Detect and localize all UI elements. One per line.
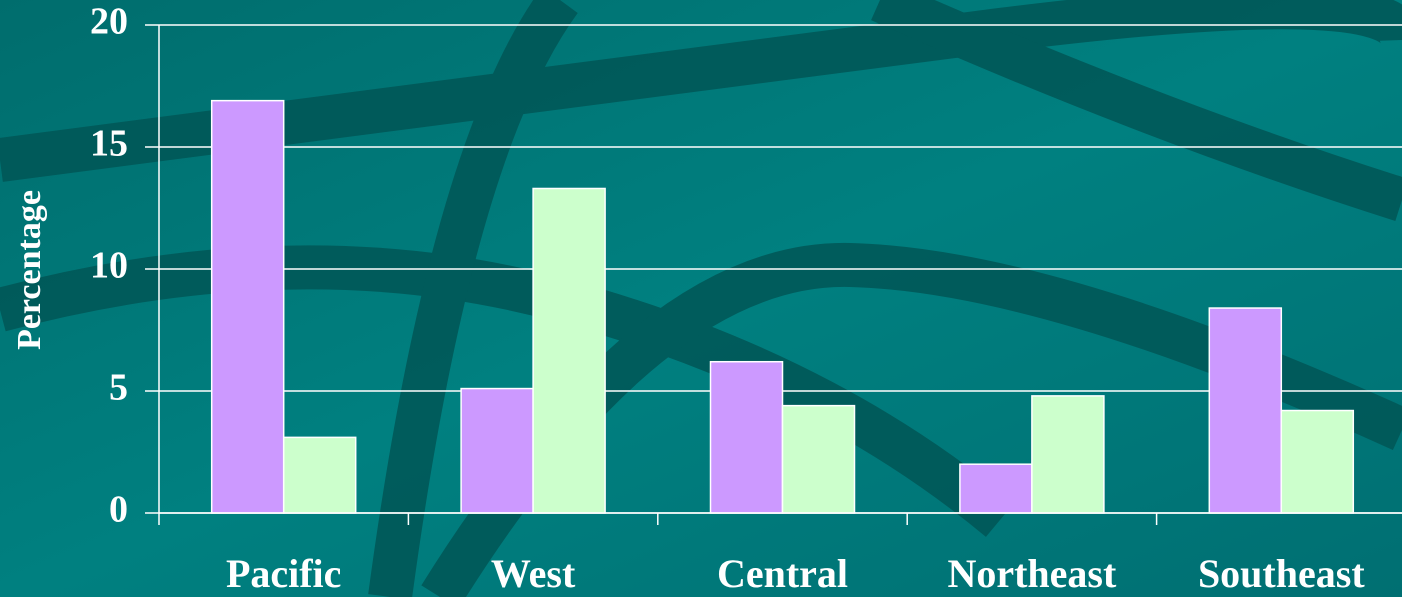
bar: [709, 360, 784, 514]
y-tick-label: 10: [90, 245, 128, 287]
bar: [959, 463, 1033, 514]
y-tick-label: 20: [90, 1, 128, 43]
x-tick-label: Central: [717, 551, 848, 596]
y-axis-title: Percentage: [11, 190, 48, 350]
bar: [1280, 409, 1355, 514]
x-tick-label: Southeast: [1198, 551, 1365, 596]
x-tick-label: West: [491, 551, 576, 596]
bar: [210, 99, 285, 514]
bar: [1031, 395, 1105, 514]
x-tick-label: Pacific: [226, 551, 342, 596]
y-tick-label: 5: [109, 367, 128, 409]
bar: [282, 436, 357, 514]
y-tick-label: 0: [109, 489, 128, 531]
bar: [460, 387, 534, 514]
bar: [532, 187, 606, 514]
bar: [781, 404, 856, 514]
bar: [1208, 307, 1283, 514]
x-tick-label: Northeast: [947, 551, 1117, 596]
y-tick-label: 15: [90, 123, 128, 165]
